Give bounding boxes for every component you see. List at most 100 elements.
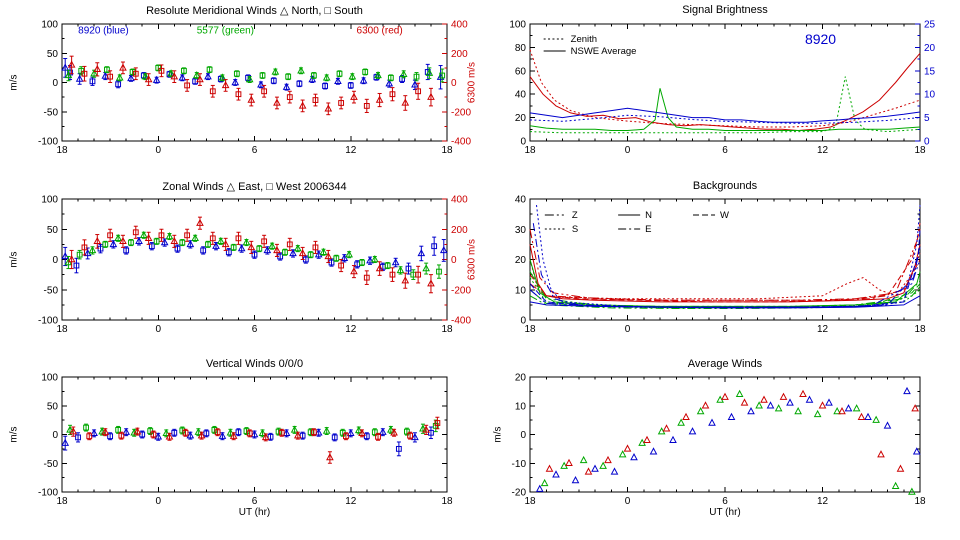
xlabel-vertical: UT (hr) xyxy=(238,507,271,518)
svg-text:18: 18 xyxy=(441,145,453,156)
svg-text:18: 18 xyxy=(914,145,926,156)
title-meridional-winds: Resolute Meridional Winds △ North, □ Sou… xyxy=(146,5,363,17)
svg-text:N: N xyxy=(645,210,652,221)
svg-text:18: 18 xyxy=(441,496,453,507)
svg-text:18: 18 xyxy=(914,496,926,507)
svg-text:0: 0 xyxy=(625,145,631,156)
svg-text:50: 50 xyxy=(47,225,59,236)
svg-text:0: 0 xyxy=(625,496,631,507)
svg-text:E: E xyxy=(645,224,651,235)
svg-text:-100: -100 xyxy=(38,316,58,327)
series-6300-zenith xyxy=(529,49,921,128)
svg-text:0: 0 xyxy=(155,145,161,156)
svg-text:8920: 8920 xyxy=(805,31,836,47)
svg-text:20: 20 xyxy=(515,255,527,266)
svg-text:6: 6 xyxy=(722,324,728,335)
series-8920-n xyxy=(529,295,921,309)
svg-text:0: 0 xyxy=(520,137,526,148)
svg-text:200: 200 xyxy=(451,49,468,60)
panel-brightness: 18 0 6 12 1802040608010005101520258920Zenith… xyxy=(509,20,935,157)
series-6300-vertical xyxy=(69,416,441,464)
svg-text:5: 5 xyxy=(924,113,930,124)
svg-text:0: 0 xyxy=(155,496,161,507)
svg-text:-100: -100 xyxy=(38,488,58,499)
svg-text:0: 0 xyxy=(625,324,631,335)
svg-text:30: 30 xyxy=(515,225,527,236)
svg-text:NSWE Average: NSWE Average xyxy=(571,46,637,57)
svg-text:6300 (red): 6300 (red) xyxy=(357,25,403,36)
series-5577-z xyxy=(529,271,921,307)
series-6300-nswe-average xyxy=(529,52,921,132)
svg-text:200: 200 xyxy=(451,225,468,236)
series-6300-w xyxy=(529,229,921,303)
svg-text:50: 50 xyxy=(47,49,59,60)
series-6300-average xyxy=(545,389,919,475)
svg-text:0: 0 xyxy=(52,255,58,266)
series-8920-zenith xyxy=(529,114,921,124)
svg-text:6: 6 xyxy=(722,496,728,507)
svg-text:-200: -200 xyxy=(451,107,471,118)
series-8920-w xyxy=(529,229,921,308)
series-6300-s xyxy=(529,253,921,300)
panel-meridional: 18 0 6 12 18-100-50050100-400-20002004008920… xyxy=(38,20,471,157)
svg-text:18: 18 xyxy=(56,496,68,507)
svg-text:10: 10 xyxy=(515,285,527,296)
svg-text:6: 6 xyxy=(252,324,258,335)
svg-text:12: 12 xyxy=(817,324,829,335)
svg-text:10: 10 xyxy=(515,401,527,412)
svg-text:W: W xyxy=(720,210,729,221)
svg-text:20: 20 xyxy=(515,113,527,124)
svg-text:18: 18 xyxy=(524,324,536,335)
svg-text:25: 25 xyxy=(924,20,936,31)
svg-text:6: 6 xyxy=(252,145,258,156)
svg-text:40: 40 xyxy=(515,195,527,206)
svg-text:0: 0 xyxy=(155,324,161,335)
svg-text:0: 0 xyxy=(924,137,930,148)
svg-text:12: 12 xyxy=(817,496,829,507)
svg-text:12: 12 xyxy=(817,145,829,156)
svg-text:-10: -10 xyxy=(512,459,527,470)
svg-text:5577 (green): 5577 (green) xyxy=(197,25,254,36)
series-5577-average xyxy=(540,389,916,495)
series-6300-winds xyxy=(67,216,435,294)
ylabel-meridional: m/s xyxy=(8,74,20,91)
title-signal-brightness: Signal Brightness xyxy=(682,4,768,16)
title-average-winds: Average Winds xyxy=(687,358,763,370)
series-8920-average xyxy=(535,386,921,492)
svg-text:400: 400 xyxy=(451,195,468,206)
svg-text:400: 400 xyxy=(451,20,468,31)
series-8920-vertical xyxy=(61,426,434,457)
xlabel-average: UT (hr) xyxy=(709,507,741,518)
svg-text:60: 60 xyxy=(515,66,527,77)
svg-text:-400: -400 xyxy=(451,316,471,327)
svg-text:100: 100 xyxy=(41,373,58,384)
series-8920-nswe-average xyxy=(529,107,921,123)
svg-text:Zenith: Zenith xyxy=(571,34,597,45)
series-8920-e xyxy=(532,223,921,308)
title-backgrounds: Backgrounds xyxy=(692,180,758,192)
svg-text:100: 100 xyxy=(509,20,526,31)
series-6300-n xyxy=(529,244,921,303)
svg-text:-50: -50 xyxy=(44,107,59,118)
ylabel-zonal: m/s xyxy=(8,251,20,268)
series-6300-e xyxy=(529,259,921,301)
svg-text:10: 10 xyxy=(924,90,936,101)
ylabel-vertical: m/s xyxy=(8,426,20,443)
series-5577-nswe-average xyxy=(529,88,921,131)
svg-text:-50: -50 xyxy=(44,459,59,470)
right-axis-label-zonal: 6300 m/s xyxy=(466,238,478,281)
svg-text:20: 20 xyxy=(515,373,527,384)
svg-text:40: 40 xyxy=(515,90,527,101)
svg-text:0: 0 xyxy=(451,255,457,266)
svg-text:Z: Z xyxy=(572,210,578,221)
svg-text:6: 6 xyxy=(722,145,728,156)
svg-text:100: 100 xyxy=(41,20,58,31)
